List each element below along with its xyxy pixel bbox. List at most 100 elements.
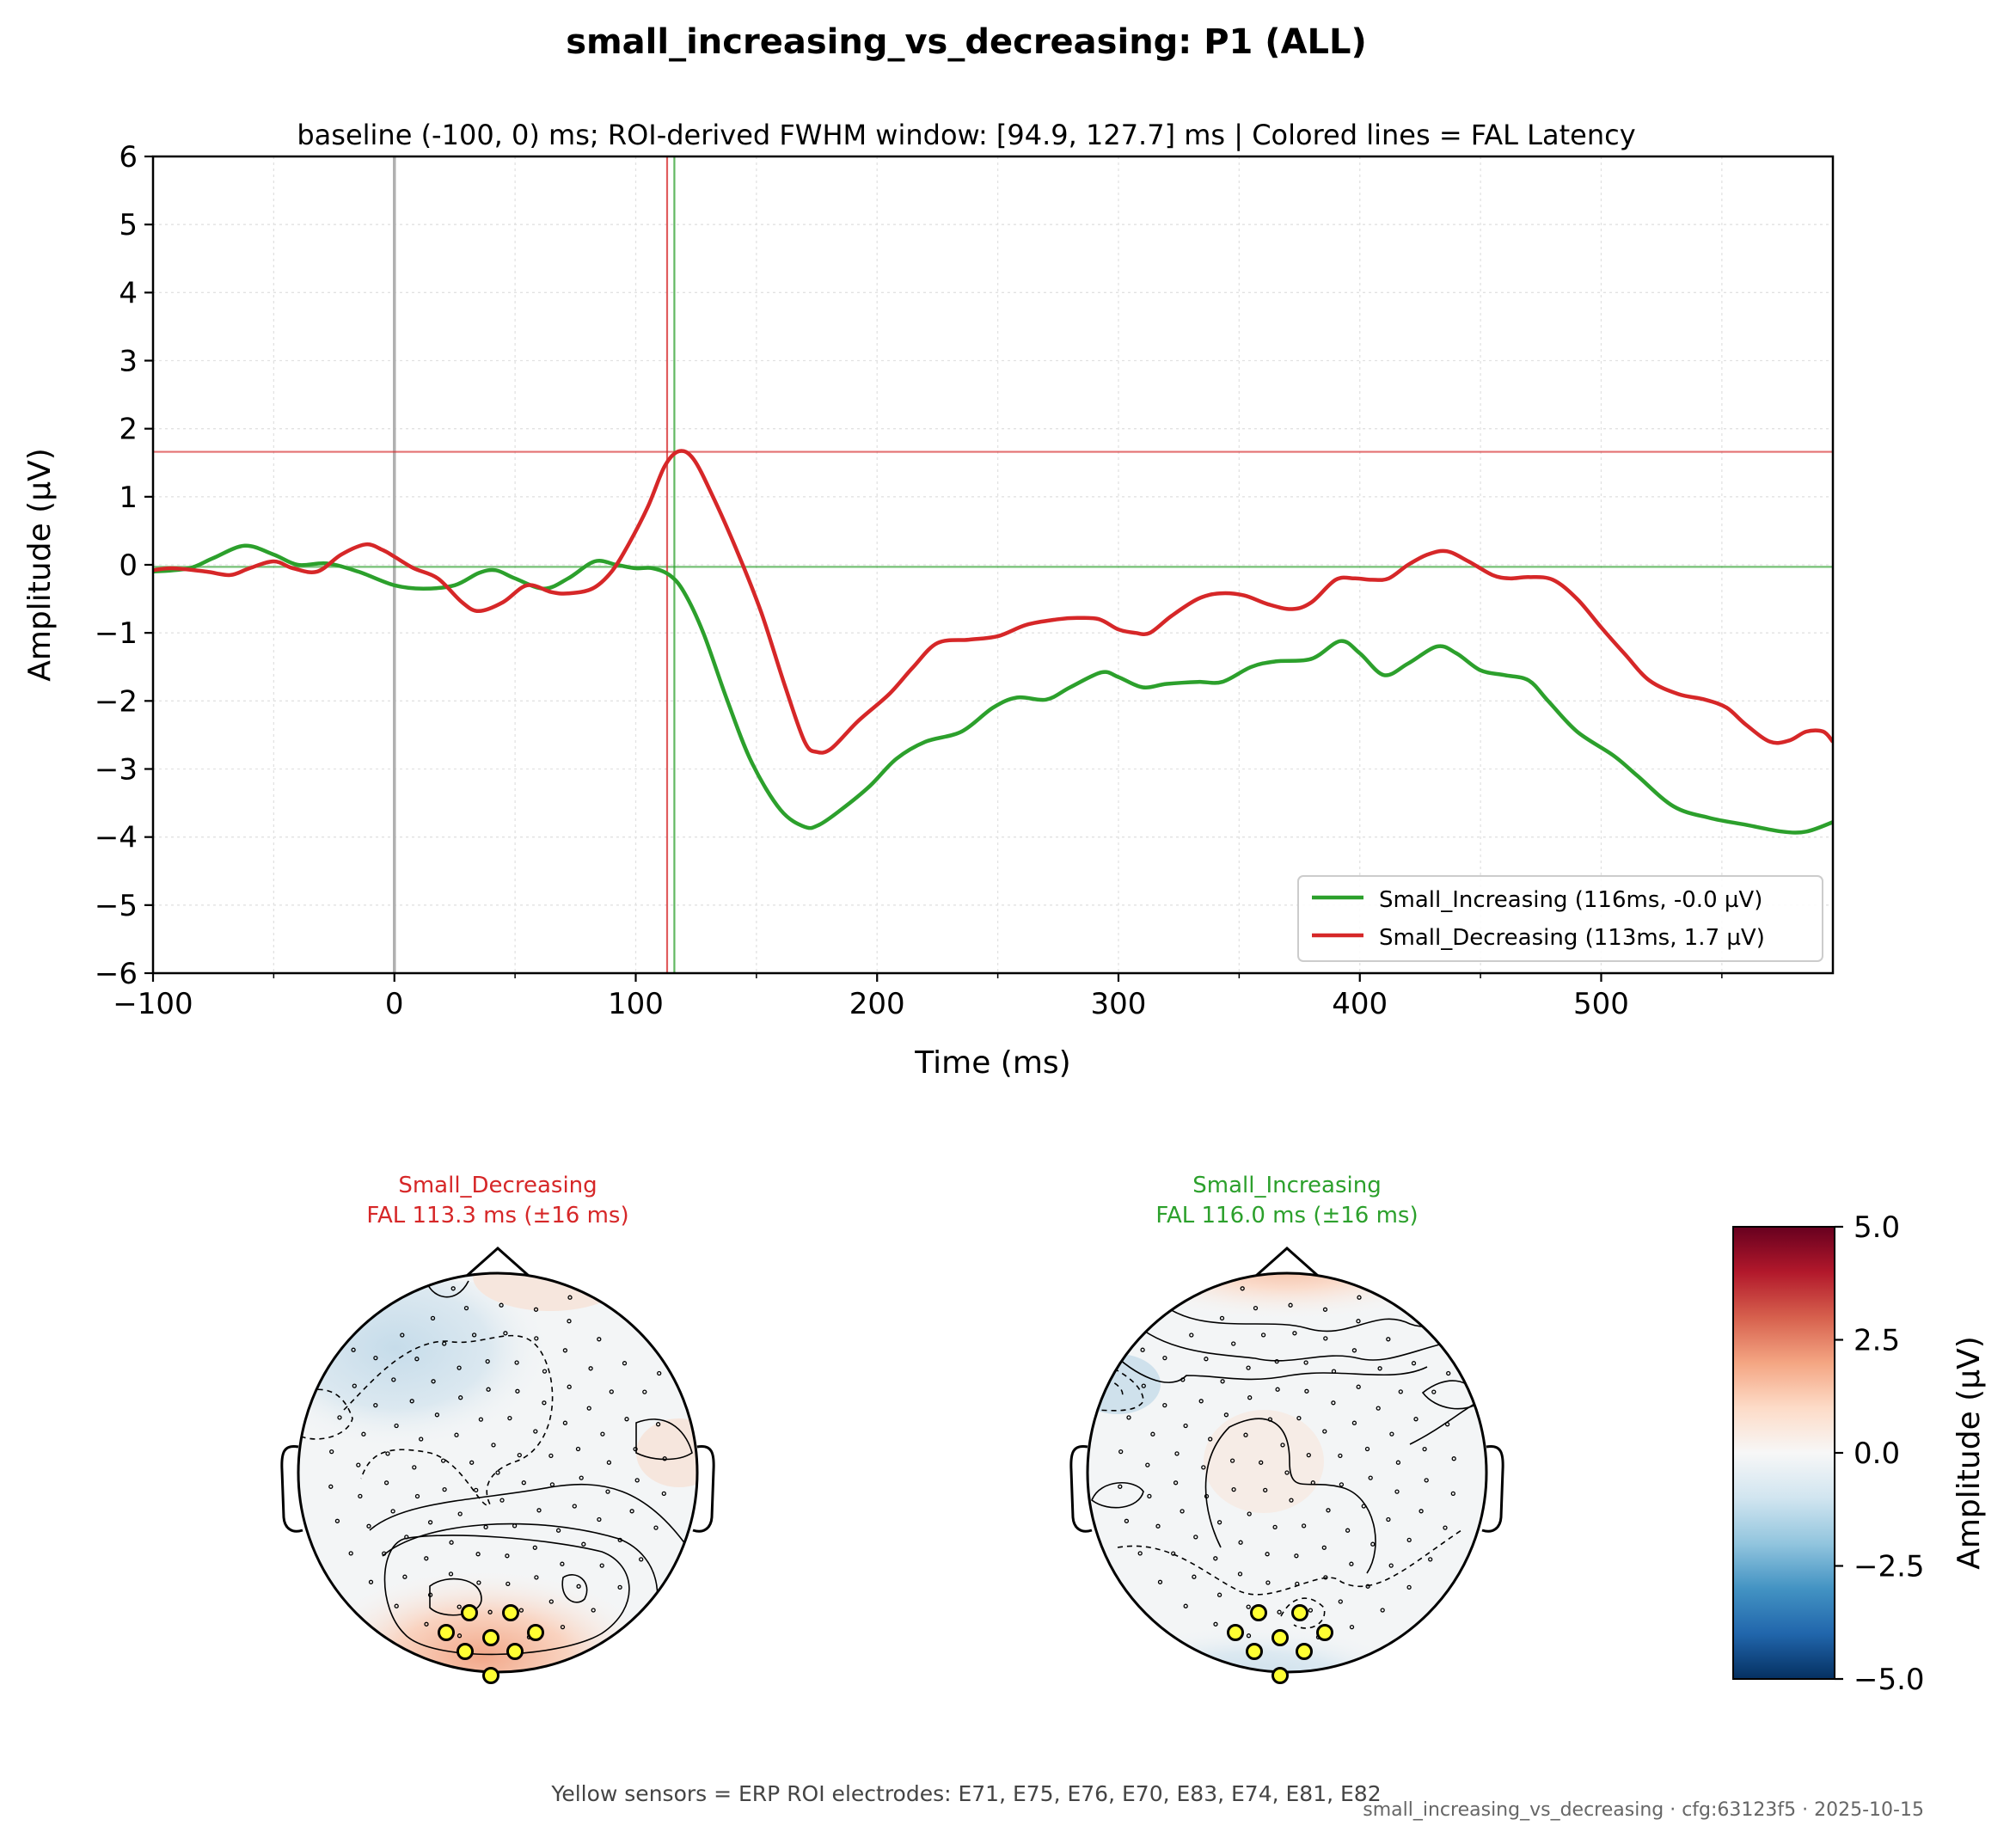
sensor-dot — [1406, 1537, 1412, 1543]
sensor-dot — [334, 1518, 340, 1523]
colorbar-label: Amplitude (µV) — [1952, 1336, 1987, 1570]
sensor-dot — [394, 1423, 399, 1429]
sensor-dot — [414, 1493, 420, 1499]
y-tick-label: −6 — [95, 957, 138, 991]
sensor-dot — [1322, 1429, 1327, 1434]
legend-frame — [1297, 875, 1823, 962]
roi-sensor-e82 — [482, 1667, 499, 1684]
y-tick-label: −2 — [95, 684, 138, 719]
sensor-dot — [457, 1365, 462, 1370]
sensor-dot — [1339, 1482, 1345, 1487]
sensor-dot — [1389, 1431, 1394, 1437]
sensor-dot — [542, 1369, 548, 1374]
roi-sensor-e81 — [1296, 1643, 1313, 1660]
sensor-dot — [394, 1603, 399, 1608]
sensor-dot — [533, 1429, 538, 1434]
sensor-dot — [358, 1493, 363, 1499]
sensor-dot — [1173, 1480, 1179, 1486]
sensor-dot — [1213, 1556, 1218, 1561]
sensor-dot — [1301, 1523, 1307, 1529]
sensor-dot — [505, 1553, 510, 1559]
sensor-dot — [442, 1341, 447, 1346]
erp-legend: Small_Increasing (116ms, -0.0 µV) Small_… — [1297, 875, 1823, 962]
sensor-dot — [1351, 1348, 1357, 1353]
sensor-dot — [1377, 1366, 1382, 1371]
roi-sensor-e70 — [482, 1629, 499, 1646]
sensor-dot — [575, 1446, 581, 1452]
sensor-dot — [576, 1584, 581, 1589]
sensor-dot — [474, 1487, 479, 1493]
sensor-dot — [512, 1523, 518, 1529]
sensor-dot — [1338, 1599, 1343, 1604]
sensor-dot — [458, 1395, 463, 1400]
colorbar-tick-label: 5.0 — [1854, 1210, 1900, 1245]
sensor-dot — [1395, 1460, 1401, 1465]
sensor-dot — [1216, 1592, 1222, 1597]
sensor-dot — [1124, 1518, 1130, 1523]
figure-title: small_increasing_vs_decreasing: P1 (ALL) — [566, 22, 1367, 62]
sensor-dot — [655, 1422, 661, 1427]
sensor-dot — [657, 1370, 662, 1376]
sensor-dot — [1321, 1545, 1327, 1550]
sensor-dot — [1174, 1451, 1180, 1456]
x-tick-label: 400 — [1332, 987, 1388, 1021]
head-right-ear — [1481, 1444, 1504, 1533]
sensor-dot — [1247, 1511, 1252, 1516]
sensor-dot — [1198, 1399, 1204, 1404]
sensor-dot — [351, 1347, 356, 1352]
sensor-dot — [1275, 1387, 1280, 1392]
colorbar-tick-label: −2.5 — [1854, 1550, 1925, 1584]
sensor-dot — [1304, 1388, 1309, 1394]
sensor-dot — [1229, 1458, 1235, 1463]
sensor-dot — [1204, 1357, 1209, 1362]
sensor-dot — [1237, 1571, 1243, 1577]
sensor-dot — [1331, 1369, 1337, 1374]
sensor-dot — [1260, 1333, 1266, 1338]
roi-sensor-e74 — [457, 1643, 474, 1660]
sensor-dot — [624, 1417, 629, 1422]
erp-x-axis-label: Time (ms) — [914, 1045, 1070, 1081]
sensor-dot — [534, 1575, 539, 1580]
sensor-dot — [633, 1446, 638, 1452]
sensor-dot — [1394, 1489, 1400, 1494]
sensor-dot — [536, 1508, 542, 1513]
sensor-dot — [383, 1480, 389, 1486]
sensor-dot — [373, 1402, 378, 1408]
roi-sensor-e75 — [502, 1604, 519, 1621]
y-tick-label: 3 — [119, 345, 138, 379]
sensor-dot — [1189, 1333, 1194, 1338]
sensor-dot — [1126, 1415, 1131, 1420]
sensor-dot — [419, 1437, 424, 1442]
sensor-dot — [449, 1540, 454, 1545]
sensor-dot — [337, 1415, 342, 1420]
sensor-dot — [1349, 1624, 1355, 1630]
sensor-dot — [533, 1307, 539, 1312]
sensor-dot — [1357, 1295, 1362, 1300]
sensor-dot — [642, 1389, 647, 1394]
footer-roi-note: Yellow sensors = ERP ROI electrodes: E71… — [550, 1781, 1381, 1806]
sensor-dot — [1356, 1384, 1361, 1389]
sensor-dot — [1272, 1524, 1278, 1530]
sensor-dot — [1253, 1305, 1259, 1311]
sensor-dot — [653, 1525, 659, 1530]
sensor-dot — [368, 1579, 374, 1584]
sensor-dot — [1223, 1412, 1229, 1418]
roi-sensor-e74 — [1246, 1643, 1263, 1660]
sensor-dot — [600, 1431, 605, 1437]
sensor-dot — [1192, 1574, 1197, 1579]
sensor-dot — [1201, 1465, 1206, 1470]
sensor-dot — [1183, 1603, 1188, 1608]
sensor-dot — [463, 1305, 469, 1311]
sensor-dot — [1284, 1470, 1290, 1475]
sensor-dot — [532, 1545, 537, 1550]
sensor-dot — [1155, 1523, 1161, 1529]
colorbar-gradient — [1732, 1226, 1835, 1680]
sensor-dot — [414, 1357, 420, 1362]
sensor-dot — [400, 1333, 405, 1338]
sensor-dot — [442, 1486, 447, 1492]
sensor-dot — [373, 1355, 378, 1361]
footer-meta: small_increasing_vs_decreasing · cfg:631… — [1363, 1799, 1924, 1821]
sensor-dot — [427, 1520, 433, 1525]
sensor-dot — [328, 1484, 334, 1489]
sensor-dot — [1183, 1423, 1188, 1429]
